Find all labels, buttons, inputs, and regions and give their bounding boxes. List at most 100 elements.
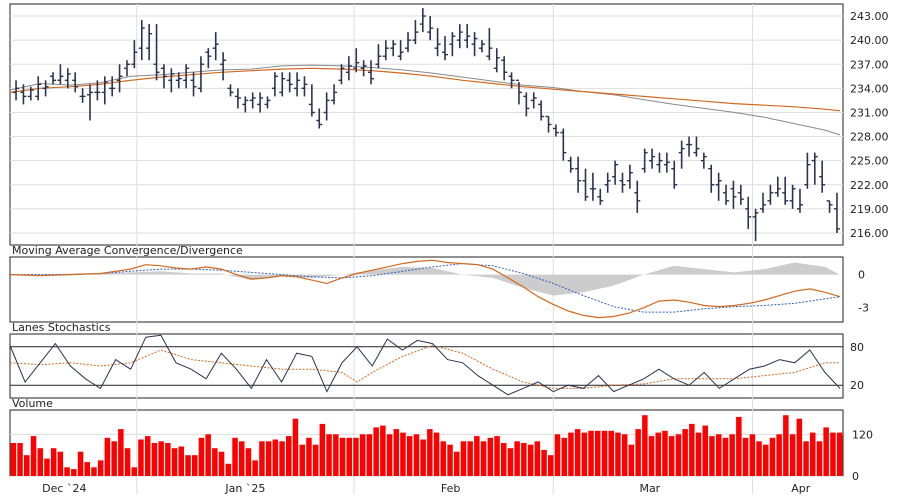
ohlc-bar <box>804 152 811 189</box>
volume-bar <box>823 427 829 476</box>
volume-bar <box>769 437 776 476</box>
ohlc-bar <box>123 60 130 77</box>
volume-bar <box>406 436 413 476</box>
volume-bar <box>192 455 198 476</box>
volume-bar <box>104 437 111 476</box>
volume-bar <box>521 443 527 476</box>
ohlc-bar <box>560 128 567 161</box>
volume-bar <box>527 444 534 476</box>
volume-bar <box>111 441 117 476</box>
volume-bar <box>534 441 541 476</box>
volume-bar <box>158 441 164 476</box>
ohlc-bar <box>175 72 182 89</box>
ohlc-bar <box>257 92 264 113</box>
volume-bar <box>803 441 809 476</box>
ohlc-bar <box>789 184 796 209</box>
ohlc-bar <box>737 184 744 205</box>
volume-bar <box>299 444 305 476</box>
volume-bar <box>386 434 393 476</box>
ohlc-bar <box>456 24 463 49</box>
price-tick-label: 222.00 <box>850 179 889 192</box>
macd-tick-label: -3 <box>858 302 869 315</box>
ohlc-bar <box>589 172 596 201</box>
ohlc-bar <box>567 156 574 173</box>
ohlc-bar <box>678 140 685 169</box>
ohlc-bar <box>234 88 241 109</box>
volume-bar <box>326 434 332 476</box>
ohlc-bar <box>641 148 648 173</box>
x-axis-label: Feb <box>441 482 460 495</box>
ohlc-bar <box>57 64 64 85</box>
volume-bar <box>776 434 782 476</box>
ohlc-bar <box>101 76 108 105</box>
volume-bar <box>10 443 17 476</box>
ohlc-bar <box>752 208 759 241</box>
volume-bar <box>642 415 648 476</box>
volume-bar <box>124 448 131 476</box>
ohlc-bar <box>279 72 286 97</box>
ohlc-bar <box>13 80 20 101</box>
ohlc-bar <box>412 20 419 45</box>
ohlc-bar <box>796 188 803 213</box>
ohlc-bar <box>419 8 426 33</box>
volume-bar <box>454 451 460 476</box>
price-tick-label: 231.00 <box>850 106 889 119</box>
ohlc-bar <box>449 32 456 57</box>
price-tick-label: 243.00 <box>850 10 889 23</box>
ohlc-bar <box>730 180 737 209</box>
moving-average-slow-line <box>9 67 841 112</box>
volume-bar <box>668 436 675 476</box>
volume-bar <box>77 451 84 476</box>
volume-bar <box>44 458 50 476</box>
volume-bar <box>621 434 628 476</box>
ohlc-bar <box>693 136 700 157</box>
ohlc-bar <box>826 200 833 213</box>
ohlc-bar <box>368 60 375 85</box>
volume-bar <box>514 441 520 476</box>
volume-bar <box>541 449 547 476</box>
panel-frame-stochastics <box>9 333 844 399</box>
ohlc-bar <box>708 164 715 193</box>
ohlc-bar <box>774 176 781 197</box>
volume-bar <box>615 432 621 476</box>
volume-bar <box>97 460 104 476</box>
ohlc-bar <box>360 60 367 77</box>
ohlc-bar <box>515 79 522 105</box>
ohlc-bar <box>301 76 308 97</box>
volume-bar <box>151 443 158 476</box>
price-tick-label: 219.00 <box>850 203 889 216</box>
ohlc-bar <box>131 40 138 69</box>
volume-bar <box>561 437 567 476</box>
volume-bar <box>84 462 90 476</box>
ohlc-bar <box>405 32 412 53</box>
ohlc-bar <box>94 80 101 101</box>
stochastics-tick-label: 80 <box>850 341 864 354</box>
ohlc-bar <box>530 92 537 109</box>
ohlc-bar <box>478 40 485 53</box>
volume-bar <box>635 429 641 476</box>
ohlc-bar <box>242 96 249 113</box>
ohlc-bar <box>819 160 826 193</box>
volume-bar <box>265 441 272 476</box>
volume-bar <box>171 448 178 476</box>
volume-bar <box>292 418 299 476</box>
volume-bar <box>689 423 695 476</box>
ohlc-bar <box>72 72 79 93</box>
volume-bar <box>742 437 749 476</box>
ohlc-bar <box>619 172 626 193</box>
volume-bar <box>319 423 326 476</box>
ohlc-bar <box>434 28 441 57</box>
volume-bar <box>145 436 151 476</box>
volume-bar <box>30 436 37 476</box>
volume-bar <box>272 439 279 476</box>
ohlc-bar <box>50 72 57 85</box>
volume-bar <box>722 437 729 476</box>
volume-bar <box>467 441 473 476</box>
ohlc-bar <box>42 80 49 97</box>
ohlc-bar <box>331 84 338 105</box>
volume-bar <box>756 441 762 476</box>
volume-tick-label: 120 <box>852 428 873 441</box>
volume-bar <box>507 448 514 476</box>
volume-bar <box>830 432 836 476</box>
